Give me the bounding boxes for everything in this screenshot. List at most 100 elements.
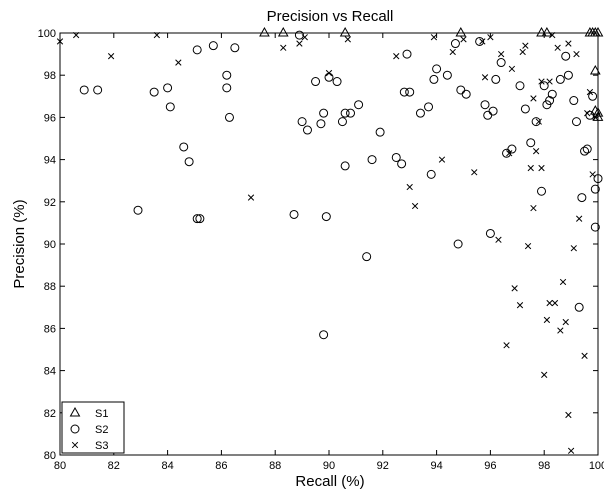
y-tick-label: 84	[44, 366, 56, 378]
x-marker-stroke	[430, 34, 438, 41]
s2-point	[375, 127, 385, 137]
x-marker-stroke	[546, 78, 553, 85]
y-tick-label: 94	[44, 155, 56, 167]
s3-point	[549, 31, 556, 39]
s1-point	[589, 105, 601, 115]
s3-point	[562, 318, 569, 326]
s3-point	[296, 40, 303, 47]
x-marker-stroke	[175, 59, 182, 66]
s2-point	[316, 119, 326, 129]
s3-point	[516, 302, 524, 309]
s2-point	[319, 108, 329, 118]
s2-point	[93, 85, 103, 95]
x-marker-stroke	[471, 169, 478, 176]
x-marker-stroke	[495, 236, 502, 243]
s2-point	[399, 87, 409, 97]
s2-point	[340, 108, 350, 118]
s3-point	[430, 34, 438, 41]
s3-point	[530, 95, 537, 102]
plot-area	[59, 32, 599, 456]
y-tick-label: 80	[44, 450, 56, 462]
s2-point	[442, 70, 452, 80]
s2-point	[515, 81, 525, 91]
legend-label-s1: S1	[95, 408, 108, 420]
x-marker-stroke	[280, 44, 287, 51]
x-marker-stroke	[589, 171, 596, 178]
s2-point	[526, 138, 536, 148]
s3-point	[527, 164, 534, 172]
s3-point	[541, 371, 548, 378]
data-markers	[56, 26, 604, 454]
x-marker-stroke	[573, 50, 580, 58]
s2-point	[415, 108, 425, 118]
x-marker-stroke	[543, 316, 551, 324]
s2-point	[485, 228, 495, 238]
y-axis-label: Precision (%)	[11, 199, 28, 288]
s2-point	[346, 108, 356, 118]
s2-point	[531, 117, 541, 127]
x-marker-stroke	[567, 447, 575, 454]
s2-point	[480, 100, 490, 110]
x-marker-stroke	[538, 164, 545, 172]
s3-point	[280, 44, 287, 51]
s2-point	[563, 70, 573, 80]
s2-point	[491, 74, 501, 84]
y-tick-label: 100	[38, 28, 56, 40]
s3-point	[554, 44, 561, 51]
s2-point	[149, 87, 159, 97]
x-marker-stroke	[584, 110, 591, 117]
s3-point	[530, 204, 537, 212]
s3-point	[479, 38, 486, 45]
s2-point	[537, 186, 547, 196]
x-marker-stroke	[406, 183, 413, 191]
s2-point	[520, 104, 530, 114]
x-tick-label: 98	[538, 460, 550, 472]
s3-point	[522, 42, 529, 49]
s3-point	[524, 242, 532, 250]
legend: S1 S2 S3	[61, 401, 125, 454]
s2-point	[192, 214, 202, 224]
s2-point	[585, 110, 595, 120]
s3-point	[506, 150, 513, 157]
s3-point	[107, 53, 115, 60]
s2-point	[289, 209, 299, 219]
s1-point	[339, 26, 351, 37]
s3-point	[411, 202, 419, 210]
s3-point	[573, 50, 580, 58]
s2-point	[230, 43, 240, 53]
s2-point	[432, 64, 442, 74]
x-marker-stroke	[576, 215, 583, 222]
x-marker-stroke	[524, 242, 532, 250]
s2-point	[582, 144, 592, 154]
s2-point	[163, 83, 173, 93]
axis-tick-labels: 80 82 84 86 88 90 92 94 96 98 100 80 82 84 86 88 90 92 94 9…	[38, 28, 604, 472]
s2-point	[555, 74, 565, 84]
x-tick-label: 94	[430, 460, 442, 472]
x-marker-stroke	[554, 44, 561, 51]
s3-point	[559, 278, 567, 286]
s2-point	[321, 212, 331, 222]
x-marker-stroke	[565, 411, 572, 419]
s3-point	[449, 48, 456, 56]
x-tick-label: 92	[377, 460, 389, 472]
s3-point	[519, 48, 526, 56]
s2-point	[192, 45, 202, 55]
s2-point	[588, 91, 598, 101]
x-marker-stroke	[541, 371, 548, 378]
x-marker-stroke	[511, 285, 518, 292]
x-marker-stroke	[411, 202, 419, 210]
s2-point	[561, 51, 571, 61]
s2-point	[391, 152, 401, 162]
s2-point	[319, 330, 329, 340]
legend-label-s2: S2	[95, 424, 108, 436]
legend-marker-s3	[71, 441, 79, 449]
x-marker-stroke	[498, 50, 505, 58]
x-marker-stroke	[592, 114, 599, 121]
x-marker-stroke	[570, 245, 577, 252]
s3-point	[487, 34, 494, 41]
s2-point	[580, 146, 590, 156]
x-marker-stroke	[565, 40, 572, 47]
s3-point	[546, 299, 553, 307]
s1-point	[455, 26, 467, 37]
